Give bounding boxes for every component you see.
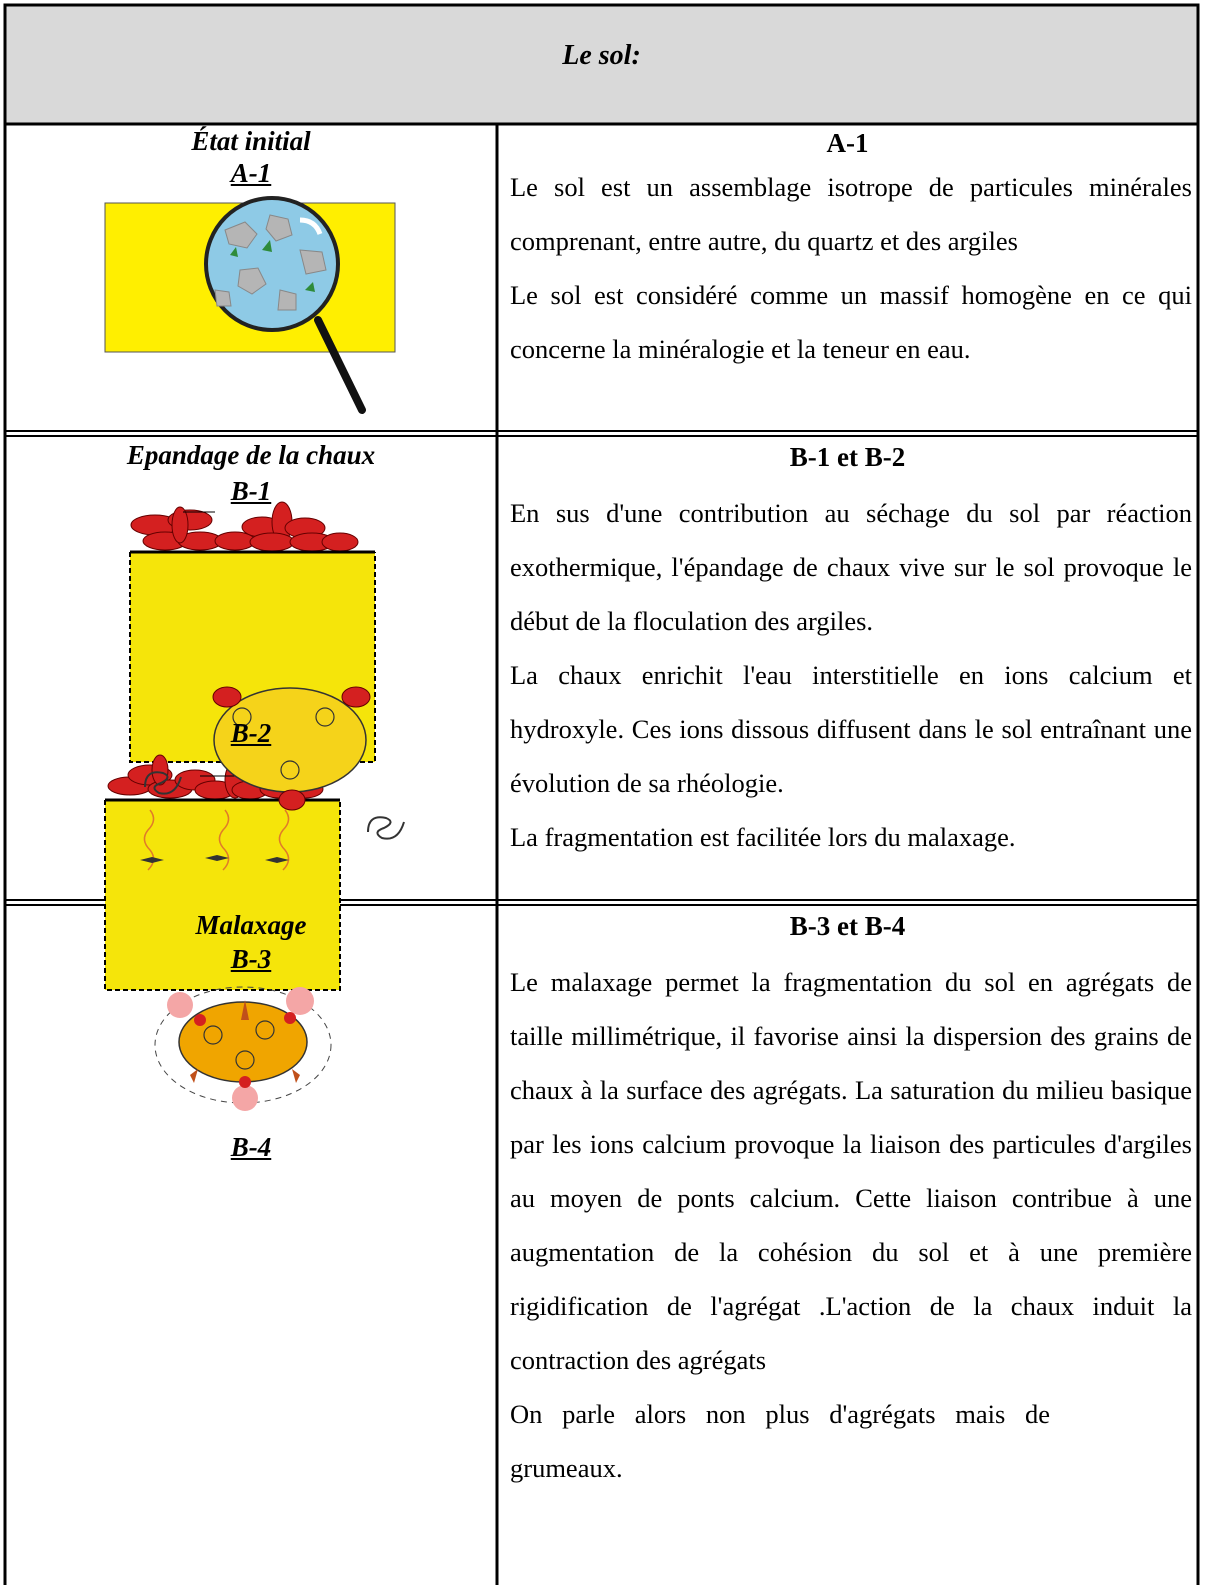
stage-title: Epandage de la chaux	[126, 440, 376, 470]
paragraph: Le sol est considéré comme un massif hom…	[510, 280, 1192, 364]
row-text: En sus d'une contribution au séchage du …	[510, 486, 1192, 864]
paragraph: La chaux enrichit l'eau interstitielle e…	[510, 660, 1192, 798]
row-heading: A-1	[826, 128, 869, 158]
paragraph: Le sol est un assemblage isotrope de par…	[510, 172, 1192, 256]
figure-label: A-1	[230, 158, 272, 188]
header-title: Le sol:	[562, 40, 641, 71]
paragraph: La fragmentation est facilitée lors du m…	[510, 822, 1016, 852]
row-heading: B-3 et B-4	[789, 911, 906, 941]
figure-label: B-2	[230, 718, 272, 748]
figure-label: B-1	[230, 476, 272, 506]
paragraph: On parle alors non plus d'agrégats mais …	[510, 1399, 1050, 1483]
stage-title: Malaxage	[195, 910, 307, 940]
paragraph: Le malaxage permet la fragmentation du s…	[510, 967, 1192, 1375]
row-heading: B-1 et B-2	[789, 442, 906, 472]
figure-label: B-4	[230, 1132, 272, 1162]
figure-label: B-3	[230, 944, 272, 974]
stage-title: État initial	[191, 126, 311, 156]
row-text: Le malaxage permet la fragmentation du s…	[510, 955, 1192, 1495]
row-text: Le sol est un assemblage isotrope de par…	[510, 160, 1192, 376]
paragraph: En sus d'une contribution au séchage du …	[510, 498, 1192, 636]
